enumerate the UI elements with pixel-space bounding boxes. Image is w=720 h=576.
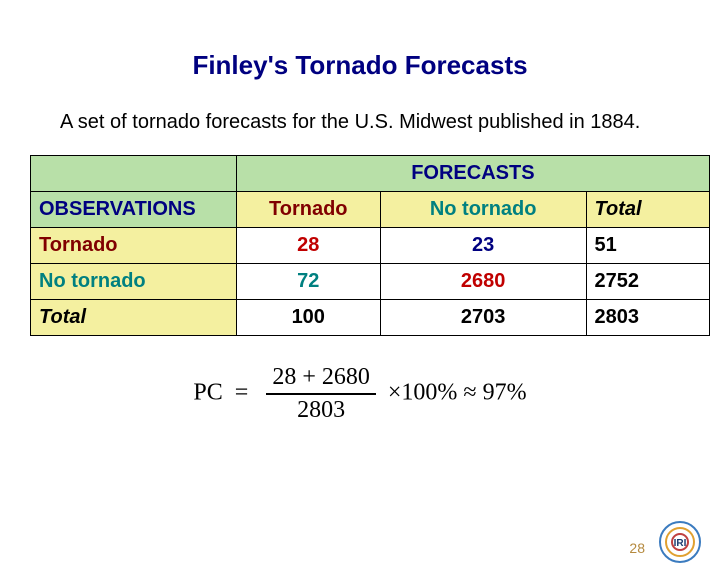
iri-logo-icon: IRI (658, 520, 702, 564)
contingency-table: FORECASTS OBSERVATIONS Tornado No tornad… (30, 155, 710, 336)
slide-subtitle: A set of tornado forecasts for the U.S. … (60, 109, 660, 135)
page-number: 28 (629, 540, 645, 556)
cell-correct-neg: 2680 (380, 264, 586, 300)
cell-grand-total: 2803 (586, 300, 709, 336)
logo-text: IRI (674, 538, 687, 549)
col-tornado: Tornado (236, 192, 380, 228)
table-row: FORECASTS (31, 156, 710, 192)
formula-fraction: 28 + 2680 2803 (266, 364, 376, 424)
cell-hit: 28 (236, 228, 380, 264)
cell-col2-total: 2703 (380, 300, 586, 336)
table-row: Total 100 2703 2803 (31, 300, 710, 336)
formula-lhs: PC (193, 380, 222, 406)
row-total: Total (31, 300, 237, 336)
formula-eq: = (235, 380, 249, 406)
formula: PC = 28 + 2680 2803 ×100% ≈ 97% (30, 364, 690, 424)
row-no-tornado: No tornado (31, 264, 237, 300)
slide-container: Finley's Tornado Forecasts A set of torn… (0, 0, 720, 576)
cell-col1-total: 100 (236, 300, 380, 336)
cell-row2-total: 2752 (586, 264, 709, 300)
cell-false-alarm: 72 (236, 264, 380, 300)
forecasts-header: FORECASTS (236, 156, 709, 192)
row-tornado: Tornado (31, 228, 237, 264)
col-no-tornado: No tornado (380, 192, 586, 228)
header-cell-blank (31, 156, 237, 192)
slide-title: Finley's Tornado Forecasts (30, 50, 690, 81)
table-row: OBSERVATIONS Tornado No tornado Total (31, 192, 710, 228)
cell-row1-total: 51 (586, 228, 709, 264)
observations-header: OBSERVATIONS (31, 192, 237, 228)
formula-denominator: 2803 (266, 395, 376, 424)
formula-rhs: ×100% ≈ 97% (388, 380, 527, 406)
table-row: Tornado 28 23 51 (31, 228, 710, 264)
cell-miss: 23 (380, 228, 586, 264)
col-total: Total (586, 192, 709, 228)
table-row: No tornado 72 2680 2752 (31, 264, 710, 300)
formula-numerator: 28 + 2680 (266, 364, 376, 395)
